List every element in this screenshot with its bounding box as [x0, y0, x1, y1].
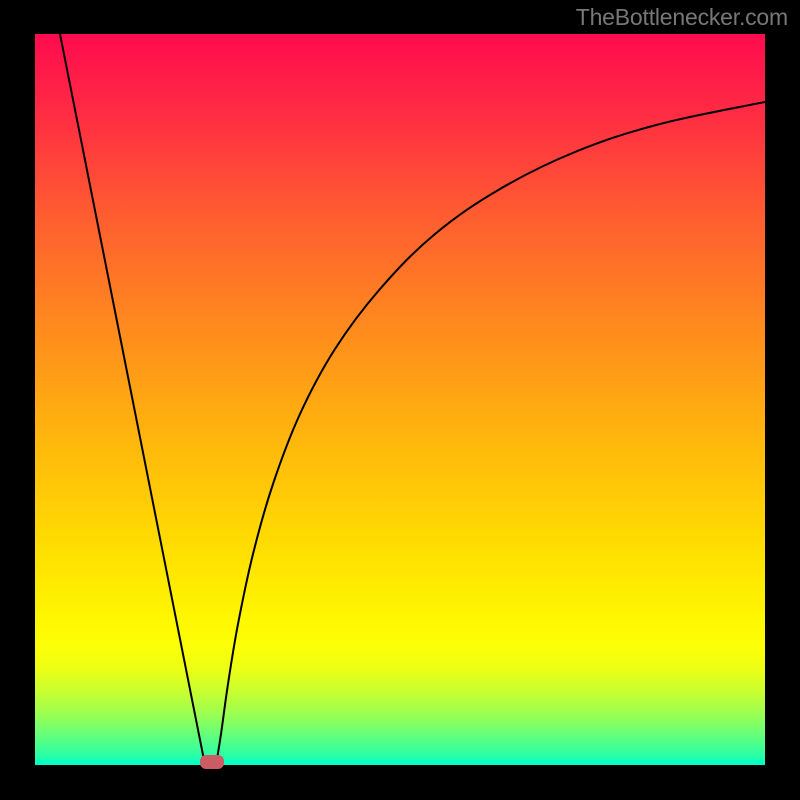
minimum-marker	[200, 755, 224, 769]
chart-container: TheBottlenecker.com	[0, 0, 800, 800]
watermark-text: TheBottlenecker.com	[576, 4, 788, 31]
bottleneck-curve	[35, 34, 765, 765]
plot-area	[35, 34, 765, 765]
